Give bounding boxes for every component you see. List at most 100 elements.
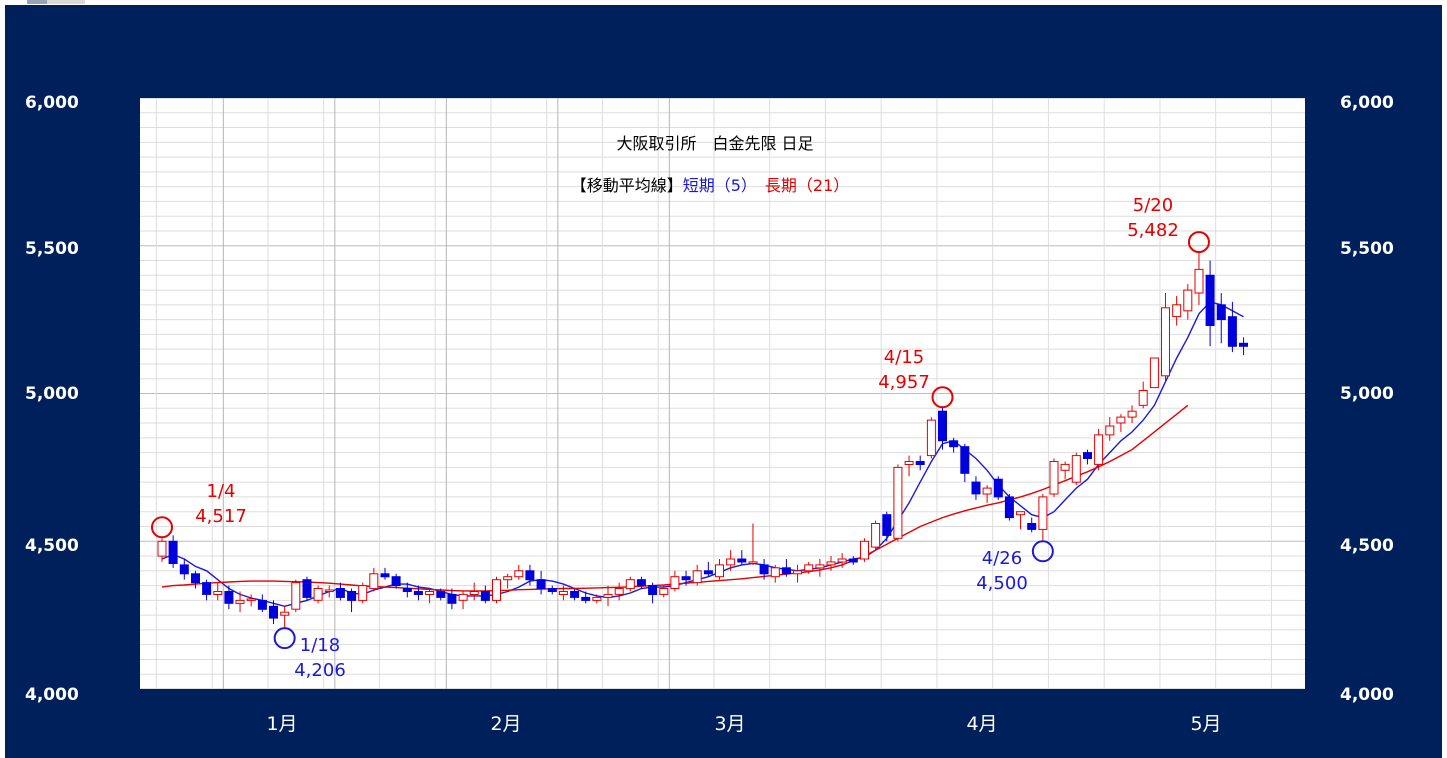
candle-up bbox=[603, 593, 613, 598]
candle-down bbox=[882, 514, 892, 536]
chart-title: 大阪取引所 白金先限 日足 bbox=[616, 134, 814, 153]
candle-down bbox=[1205, 274, 1215, 327]
candle-down bbox=[257, 599, 267, 610]
legend-long-ma: 長期（21） bbox=[764, 176, 850, 195]
candle-down bbox=[191, 573, 200, 584]
candle-down bbox=[681, 576, 691, 581]
candle-down bbox=[1227, 316, 1237, 347]
candle-up bbox=[692, 570, 702, 584]
annotation-high-jan: 1/4 4,517 bbox=[176, 479, 266, 529]
candle-down bbox=[302, 579, 312, 598]
ma-short-line bbox=[161, 301, 1244, 608]
legend: 【移動平均線】短期（5） 長期（21） bbox=[480, 172, 940, 196]
candle-up bbox=[826, 561, 836, 566]
candle-down bbox=[581, 596, 591, 601]
candle-up bbox=[558, 591, 568, 595]
annotation-date: 4/15 bbox=[883, 347, 925, 368]
x-tick-label-may: 5月 bbox=[1190, 713, 1222, 735]
candle-up bbox=[369, 573, 379, 590]
annotation-value: 4,517 bbox=[195, 506, 247, 527]
annotation-value: 5,482 bbox=[1127, 220, 1179, 241]
candle-up bbox=[1172, 304, 1182, 318]
candle-up bbox=[926, 419, 936, 457]
candle-up bbox=[726, 558, 736, 566]
candle-down bbox=[848, 558, 858, 563]
candle-up bbox=[213, 591, 223, 595]
candle-up bbox=[871, 523, 881, 548]
annotation-date: 4/26 bbox=[981, 548, 1023, 569]
annotation-high-may: 5/20 5,482 bbox=[1108, 193, 1198, 243]
candle-down bbox=[993, 478, 1003, 498]
candle-up bbox=[1116, 416, 1126, 424]
legend-short-ma: 短期（5） bbox=[682, 176, 749, 195]
candle-down bbox=[1083, 452, 1092, 460]
candle-down bbox=[648, 585, 658, 596]
candle-up bbox=[1183, 289, 1193, 312]
candle-up bbox=[514, 570, 524, 578]
candle-down bbox=[525, 570, 535, 581]
candle-up bbox=[458, 593, 468, 601]
candle-up bbox=[670, 576, 680, 590]
y-tick-label-right: 6,000 bbox=[1340, 93, 1394, 113]
y-tick-label-left: 5,000 bbox=[25, 384, 79, 404]
candle-down bbox=[938, 410, 947, 442]
candle-up bbox=[469, 591, 479, 595]
annotation-value: 4,206 bbox=[294, 660, 346, 681]
candle-up bbox=[715, 564, 724, 578]
x-tick-label-apr: 4月 bbox=[966, 713, 998, 735]
candle-down bbox=[202, 582, 212, 595]
candle-down bbox=[1004, 496, 1014, 519]
candle-up bbox=[246, 598, 256, 601]
candle-up bbox=[157, 540, 167, 557]
candle-up bbox=[804, 564, 814, 572]
annotation-circle bbox=[1187, 231, 1210, 254]
candle-down bbox=[1239, 342, 1248, 347]
x-tick-label-mar: 3月 bbox=[714, 713, 746, 735]
candle-up bbox=[1161, 307, 1170, 377]
y-tick-label-left: 6,000 bbox=[25, 93, 79, 113]
candle-down bbox=[269, 605, 278, 619]
y-tick-label-right: 5,500 bbox=[1340, 239, 1394, 259]
candle-up bbox=[837, 558, 847, 563]
candle-down bbox=[703, 570, 713, 575]
candle-down bbox=[570, 591, 580, 598]
candle-up bbox=[280, 611, 290, 616]
candle-up bbox=[492, 579, 501, 601]
candle-down bbox=[960, 446, 970, 474]
annotation-circle bbox=[273, 627, 296, 650]
candle-up bbox=[592, 596, 602, 601]
annotation-circle bbox=[931, 386, 954, 409]
candle-down bbox=[1027, 523, 1037, 530]
candle-down bbox=[949, 440, 959, 448]
candle-up bbox=[904, 461, 914, 465]
candle-down bbox=[1216, 304, 1226, 321]
candle-up bbox=[815, 564, 825, 569]
annotation-low-apr: 4/26 4,500 bbox=[957, 546, 1047, 596]
candle-up bbox=[748, 561, 758, 564]
candle-up bbox=[659, 588, 669, 595]
candle-up bbox=[793, 570, 803, 575]
annotation-date: 1/18 bbox=[299, 635, 341, 656]
candlestick-chart bbox=[140, 98, 1305, 689]
candle-up bbox=[770, 567, 780, 578]
candle-up bbox=[1060, 463, 1070, 471]
candle-down bbox=[436, 591, 446, 598]
candle-down bbox=[168, 540, 178, 564]
legend-prefix: 【移動平均線】 bbox=[570, 176, 683, 195]
candle-down bbox=[480, 591, 490, 601]
y-tick-label-left: 5,500 bbox=[25, 239, 79, 259]
candle-up bbox=[503, 576, 513, 581]
candle-up bbox=[235, 599, 245, 604]
candle-up bbox=[1049, 461, 1059, 495]
candle-up bbox=[1038, 496, 1048, 530]
candle-down bbox=[391, 576, 401, 587]
candle-up bbox=[1071, 455, 1081, 483]
candle-up bbox=[358, 585, 368, 601]
annotation-circle bbox=[151, 516, 173, 539]
candle-up bbox=[425, 591, 435, 595]
candle-down bbox=[402, 588, 412, 592]
candle-up bbox=[614, 588, 624, 595]
candle-up bbox=[1094, 434, 1104, 465]
y-tick-label-right: 4,500 bbox=[1340, 536, 1394, 556]
y-tick-label-right: 4,000 bbox=[1340, 685, 1394, 705]
